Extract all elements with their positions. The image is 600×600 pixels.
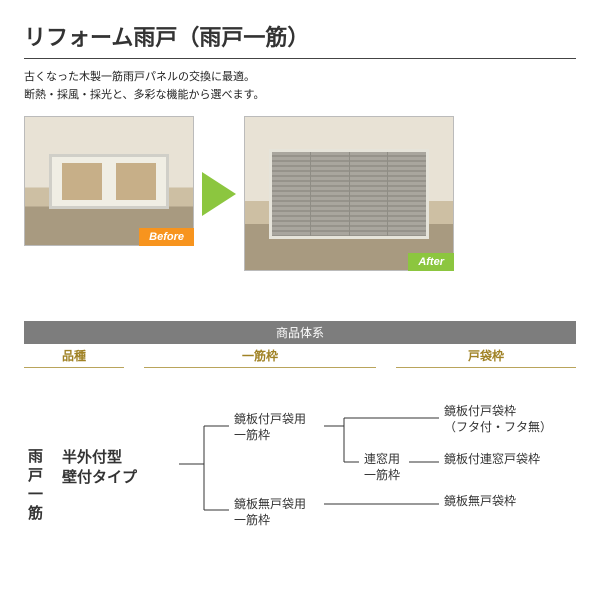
arrow-icon bbox=[202, 172, 236, 216]
product-system: 商品体系 品種 一筋枠 戸袋枠 bbox=[24, 321, 576, 552]
tree-mid-1: 鏡板付戸袋用 一筋枠 bbox=[234, 412, 306, 443]
before-photo bbox=[24, 116, 194, 246]
after-photo-wrap: After bbox=[244, 116, 454, 271]
description: 古くなった木製一筋雨戸パネルの交換に最適。 断熱・採風・採光と、多彩な機能から選… bbox=[24, 69, 576, 104]
product-tree: 雨戸一筋 半外付型 壁付タイプ 鏡板付戸袋用 一筋枠 鏡板無戸袋用 一筋枠 連窓… bbox=[24, 382, 576, 552]
desc-line-2: 断熱・採風・採光と、多彩な機能から選べます。 bbox=[24, 89, 264, 101]
before-badge: Before bbox=[139, 228, 194, 246]
tree-right-2: 鏡板付連窓戸袋枠 bbox=[444, 452, 540, 468]
after-window-illustration bbox=[269, 149, 429, 239]
tree-right-3: 鏡板無戸袋枠 bbox=[444, 494, 516, 510]
type-line2: 壁付タイプ bbox=[62, 469, 137, 486]
tree-root: 雨戸一筋 bbox=[24, 448, 45, 524]
desc-line-1: 古くなった木製一筋雨戸パネルの交換に最適。 bbox=[24, 71, 255, 83]
after-badge: After bbox=[408, 253, 454, 271]
tree-mid-2: 鏡板無戸袋用 一筋枠 bbox=[234, 497, 306, 528]
system-header: 商品体系 bbox=[24, 321, 576, 344]
col-header-pocket: 戸袋枠 bbox=[396, 344, 576, 368]
before-window-illustration bbox=[49, 154, 169, 209]
title-divider bbox=[24, 58, 576, 59]
tree-type: 半外付型 壁付タイプ bbox=[62, 448, 137, 487]
before-after-photos: Before After bbox=[24, 116, 576, 271]
col-header-kind: 品種 bbox=[24, 344, 124, 368]
arrow-wrap bbox=[202, 172, 236, 216]
page-title: リフォーム雨戸（雨戸一筋） bbox=[24, 20, 576, 52]
tree-right-1: 鏡板付戸袋枠 （フタ付・フタ無） bbox=[444, 404, 552, 435]
tree-ren: 連窓用 一筋枠 bbox=[364, 452, 400, 483]
col-header-frame: 一筋枠 bbox=[144, 344, 376, 368]
before-photo-wrap: Before bbox=[24, 116, 194, 246]
type-line1: 半外付型 bbox=[62, 449, 122, 466]
system-column-headers: 品種 一筋枠 戸袋枠 bbox=[24, 344, 576, 368]
after-photo bbox=[244, 116, 454, 271]
